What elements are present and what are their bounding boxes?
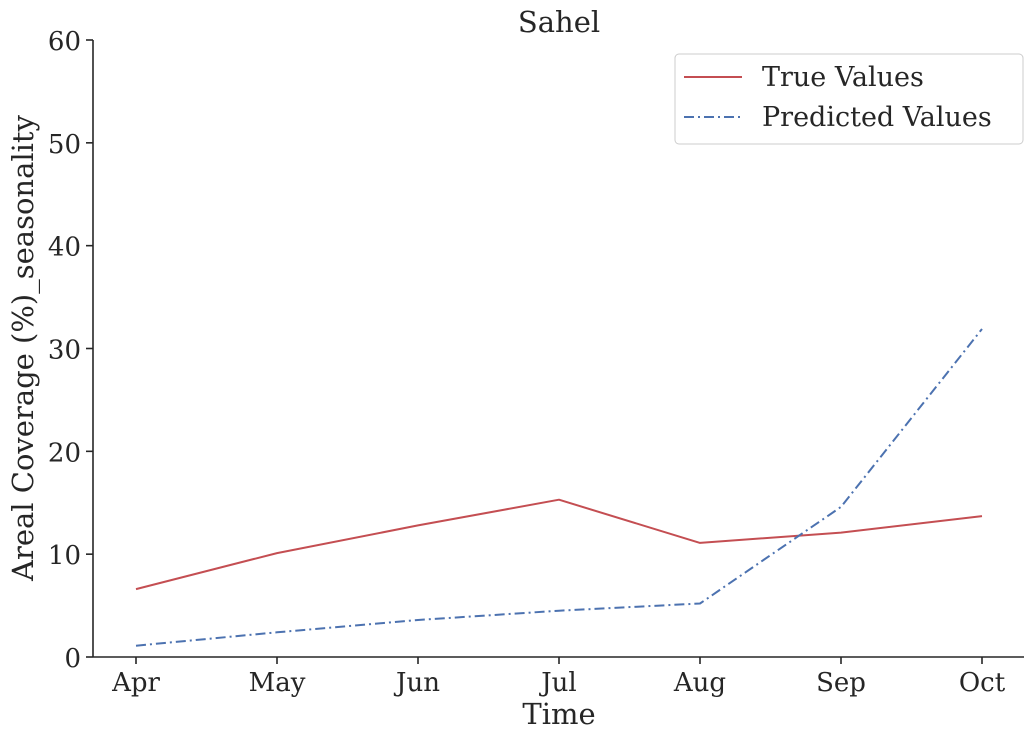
x-tick-label: Jun [393, 668, 440, 698]
y-tick-label: 40 [48, 233, 81, 263]
x-tick-label: Jul [538, 668, 576, 698]
y-tick-label: 10 [48, 541, 81, 571]
y-axis-label: Areal Coverage (%)_seasonality [6, 114, 41, 582]
y-axis: 0 10 20 30 40 50 60 [48, 27, 94, 674]
chart-title: Sahel [518, 5, 600, 39]
y-tick-label: 0 [64, 644, 81, 674]
series-line-predicted-values [135, 328, 983, 647]
series-layer [135, 328, 983, 647]
legend-true-label: True Values [762, 62, 924, 93]
y-tick-label: 20 [48, 438, 81, 468]
x-tick-label: May [249, 668, 306, 698]
legend-predicted-label: Predicted Values [762, 102, 992, 133]
y-tick-label: 30 [48, 336, 81, 366]
x-axis-label: Time [522, 697, 595, 731]
x-tick-label: Aug [673, 668, 726, 698]
x-axis: Apr May Jun Jul Aug Sep Oct [93, 656, 1024, 698]
legend: True Values Predicted Values [674, 53, 1024, 145]
legend-box [674, 53, 1024, 145]
y-tick-label: 60 [48, 27, 81, 57]
x-tick-label: Apr [111, 668, 160, 698]
series-line-true-values [135, 498, 983, 591]
x-tick-label: Oct [959, 668, 1006, 698]
x-tick-label: Sep [816, 668, 866, 698]
y-tick-label: 50 [48, 130, 81, 160]
